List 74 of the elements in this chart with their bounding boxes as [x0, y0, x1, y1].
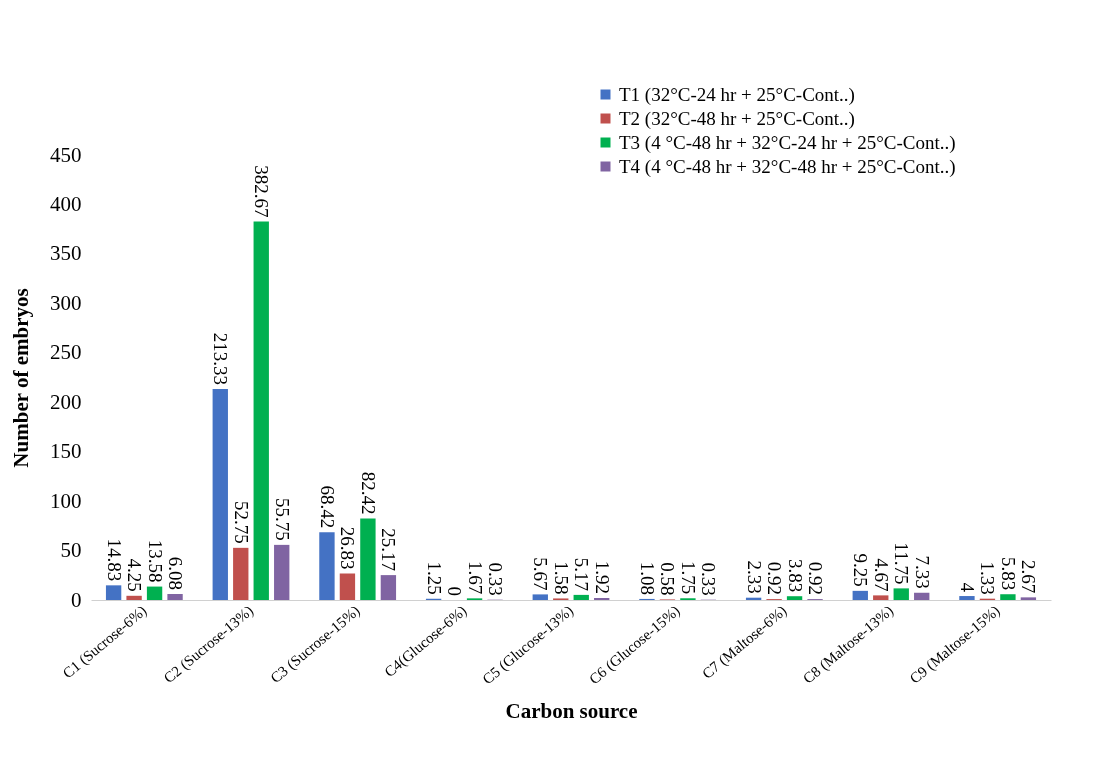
y-tick-label: 150 [50, 439, 82, 464]
bar [233, 547, 249, 600]
x-axis-title: Carbon source [505, 699, 638, 724]
bar [253, 221, 269, 600]
data-label: 382.67 [251, 165, 273, 218]
bar [786, 596, 803, 600]
data-label: 11.75 [891, 542, 913, 585]
data-label: 52.75 [230, 501, 252, 544]
bar [1000, 594, 1016, 600]
bar [380, 575, 397, 600]
data-label: 4.67 [870, 558, 892, 592]
legend-label: T4 (4 °C-48 hr + 32°C-48 hr + 25°C-Cont..) [619, 155, 956, 178]
data-label: 1.25 [423, 561, 445, 595]
data-label: 6.08 [165, 556, 187, 590]
y-tick-label: 100 [50, 488, 82, 513]
bar [146, 586, 163, 600]
data-label: 0.92 [805, 561, 827, 596]
data-label: 0.33 [485, 562, 507, 596]
bar [959, 596, 975, 600]
data-label: 2.67 [1018, 560, 1040, 594]
data-label: 0.92 [764, 561, 786, 596]
bar [360, 518, 376, 600]
legend-label: T2 (32°C-48 hr + 25°C-Cont..) [619, 107, 855, 130]
data-label: 5.83 [997, 556, 1019, 591]
data-label: 3.83 [784, 558, 806, 593]
data-label: 1.67 [464, 561, 486, 595]
data-label: 0 [444, 586, 466, 596]
data-label: 13.58 [144, 539, 166, 583]
legend-label: T3 (4 °C-48 hr + 32°C-24 hr + 25°C-Cont..) [619, 131, 956, 154]
data-label: 82.42 [357, 471, 379, 515]
data-label: 4.25 [124, 558, 146, 592]
legend-label: T1 (32°C-24 hr + 25°C-Cont..) [619, 83, 855, 106]
bar [573, 594, 589, 600]
bar [167, 593, 183, 600]
data-label: 213.33 [210, 332, 232, 386]
data-label: 9.25 [850, 553, 872, 587]
y-tick-label: 250 [50, 340, 82, 365]
data-label: 1.58 [550, 561, 572, 595]
data-label: 5.17 [571, 557, 593, 591]
data-label: 26.83 [337, 526, 359, 570]
bar [319, 532, 335, 600]
data-label: 55.75 [271, 498, 293, 541]
data-label: 7.33 [911, 555, 933, 589]
bar [873, 595, 889, 600]
y-tick-label: 0 [71, 587, 82, 612]
data-label: 1.92 [591, 560, 613, 595]
bar [1020, 597, 1037, 600]
data-label: 0.33 [698, 562, 720, 596]
bar [126, 595, 142, 600]
data-label: 14.83 [103, 538, 125, 582]
y-tick-label: 200 [50, 389, 82, 414]
y-tick-label: 350 [50, 241, 82, 266]
y-tick-label: 400 [50, 191, 82, 216]
y-tick-label: 300 [50, 290, 82, 315]
y-tick-label: 450 [50, 142, 82, 167]
data-label: 1.75 [677, 561, 699, 595]
data-label: 25.17 [378, 528, 400, 572]
data-label: 68.42 [316, 485, 338, 529]
bar [893, 588, 909, 600]
y-tick-label: 50 [60, 538, 82, 563]
data-label: 2.33 [743, 560, 765, 594]
data-label: 0.58 [657, 562, 679, 596]
bar [339, 573, 356, 600]
bar [212, 389, 228, 600]
y-axis-title: Number of embryos [9, 288, 33, 468]
data-label: 1.08 [636, 561, 658, 595]
bar [274, 544, 290, 600]
data-label: 1.33 [977, 561, 999, 595]
bar [914, 592, 930, 600]
bar [532, 594, 548, 600]
data-label: 4 [956, 582, 978, 593]
data-label: 5.67 [530, 557, 552, 591]
bar [105, 585, 122, 600]
bar [852, 590, 868, 600]
